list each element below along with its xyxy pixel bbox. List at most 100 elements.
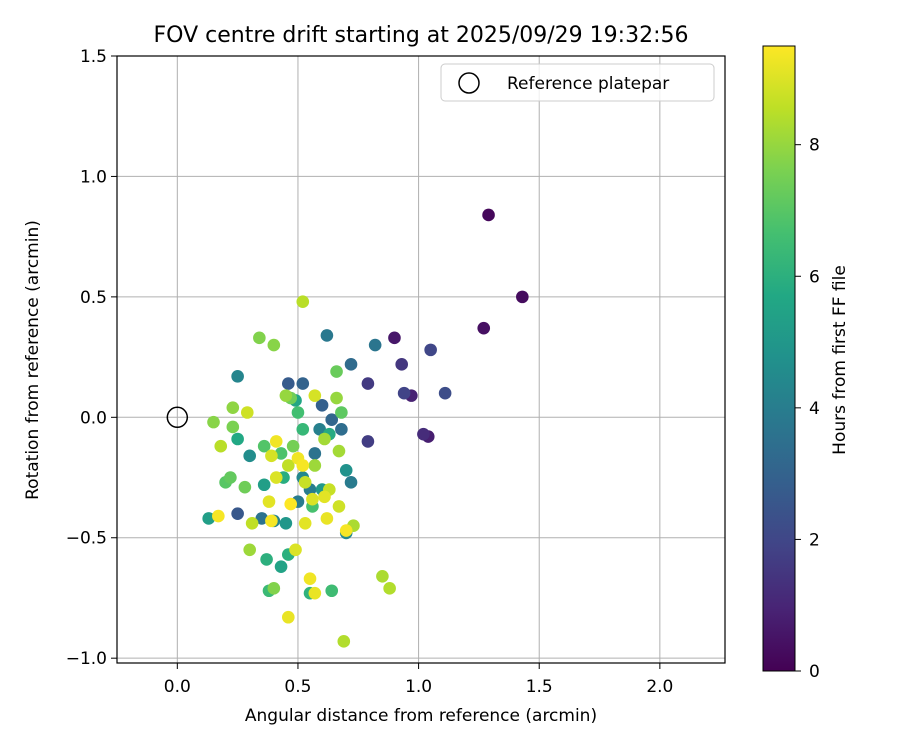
data-point <box>279 516 293 530</box>
data-point <box>257 439 271 453</box>
data-point <box>335 406 348 419</box>
colorbar-tick-label: 2 <box>809 530 820 550</box>
data-point <box>240 406 254 419</box>
data-point <box>296 423 310 436</box>
data-point <box>318 432 331 446</box>
data-point <box>269 471 283 484</box>
y-tick-label: 1.0 <box>80 167 107 187</box>
data-point <box>298 476 312 489</box>
data-point <box>388 331 401 345</box>
colorbar-tick-label: 8 <box>809 136 820 156</box>
data-point <box>226 401 240 414</box>
data-point <box>269 435 283 448</box>
data-point <box>214 439 228 453</box>
x-tick-label: 1.5 <box>526 677 553 697</box>
data-point <box>368 338 382 352</box>
colorbar: 0 2 4 6 8 Hours from first FF file <box>762 45 850 682</box>
data-point <box>308 389 322 402</box>
data-point <box>274 560 288 573</box>
data-point <box>339 464 353 477</box>
legend: Reference platepar <box>440 63 715 102</box>
data-point <box>255 512 269 525</box>
y-tick-label: 0.0 <box>80 408 107 428</box>
data-point <box>267 338 281 352</box>
data-point <box>318 490 331 504</box>
legend-box <box>440 63 715 102</box>
grid-lines <box>117 55 725 663</box>
colorbar-gradient <box>762 45 796 672</box>
data-point <box>296 377 310 390</box>
colorbar-tick-label: 4 <box>809 399 820 419</box>
data-point <box>320 329 334 342</box>
data-point <box>308 459 322 472</box>
data-point <box>262 495 276 508</box>
data-point <box>330 391 343 405</box>
data-point <box>282 459 295 472</box>
data-points <box>202 208 529 648</box>
colorbar-label: Hours from first FF file <box>830 265 850 455</box>
x-tick-label: 2.0 <box>646 677 673 697</box>
data-point <box>344 358 358 371</box>
colorbar-tick-label: 0 <box>809 662 820 682</box>
data-point <box>231 432 244 446</box>
data-point <box>306 492 319 506</box>
data-point <box>238 480 252 494</box>
data-point <box>376 569 389 583</box>
data-point <box>325 584 339 598</box>
data-point <box>296 295 310 308</box>
data-point <box>337 635 351 648</box>
data-point <box>298 516 312 530</box>
data-point <box>361 435 375 448</box>
data-point <box>243 449 256 463</box>
data-point <box>482 208 495 222</box>
y-tick-label: −0.5 <box>66 529 107 549</box>
data-point <box>339 524 353 537</box>
data-point <box>303 572 317 585</box>
data-point <box>286 439 300 453</box>
x-tick-label: 1.0 <box>405 677 432 697</box>
plot-frame <box>116 55 726 664</box>
data-point <box>243 543 256 557</box>
x-tick-label: 0.0 <box>164 677 191 697</box>
y-axis-ticks: −1.0 −0.5 0.0 0.5 1.0 1.5 <box>66 47 117 669</box>
y-tick-label: 1.5 <box>80 47 107 67</box>
y-axis-label: Rotation from reference (arcmin) <box>23 220 43 500</box>
data-point <box>344 476 358 489</box>
data-point <box>226 420 240 434</box>
data-point <box>282 610 295 624</box>
data-point <box>320 512 334 525</box>
data-point <box>424 343 437 357</box>
data-point <box>417 427 430 441</box>
data-point <box>330 365 343 378</box>
data-point <box>308 447 322 460</box>
data-point <box>335 423 348 436</box>
data-point <box>325 413 339 427</box>
colorbar-tick-label: 6 <box>809 267 820 287</box>
x-axis-label: Angular distance from reference (arcmin) <box>245 706 597 726</box>
legend-label: Reference platepar <box>507 74 669 94</box>
data-point <box>284 497 298 511</box>
data-point <box>315 398 329 412</box>
data-point <box>207 415 220 429</box>
data-point <box>274 447 288 460</box>
data-point <box>516 290 529 304</box>
data-point <box>477 321 491 335</box>
data-point <box>296 459 310 472</box>
data-point <box>265 514 278 528</box>
data-point <box>224 471 237 484</box>
data-point <box>438 386 452 400</box>
data-point <box>260 553 273 566</box>
chart-title: FOV centre drift starting at 2025/09/29 … <box>154 23 689 48</box>
data-point <box>289 543 302 557</box>
data-point <box>332 500 346 513</box>
data-point <box>279 389 293 402</box>
y-tick-label: −1.0 <box>66 649 107 669</box>
data-point <box>383 582 396 595</box>
colorbar-ticks: 0 2 4 6 8 <box>795 136 820 682</box>
data-point <box>267 582 281 595</box>
data-point <box>332 444 346 458</box>
data-point <box>253 331 266 345</box>
legend-marker-icon <box>458 72 480 94</box>
data-point <box>395 358 408 371</box>
